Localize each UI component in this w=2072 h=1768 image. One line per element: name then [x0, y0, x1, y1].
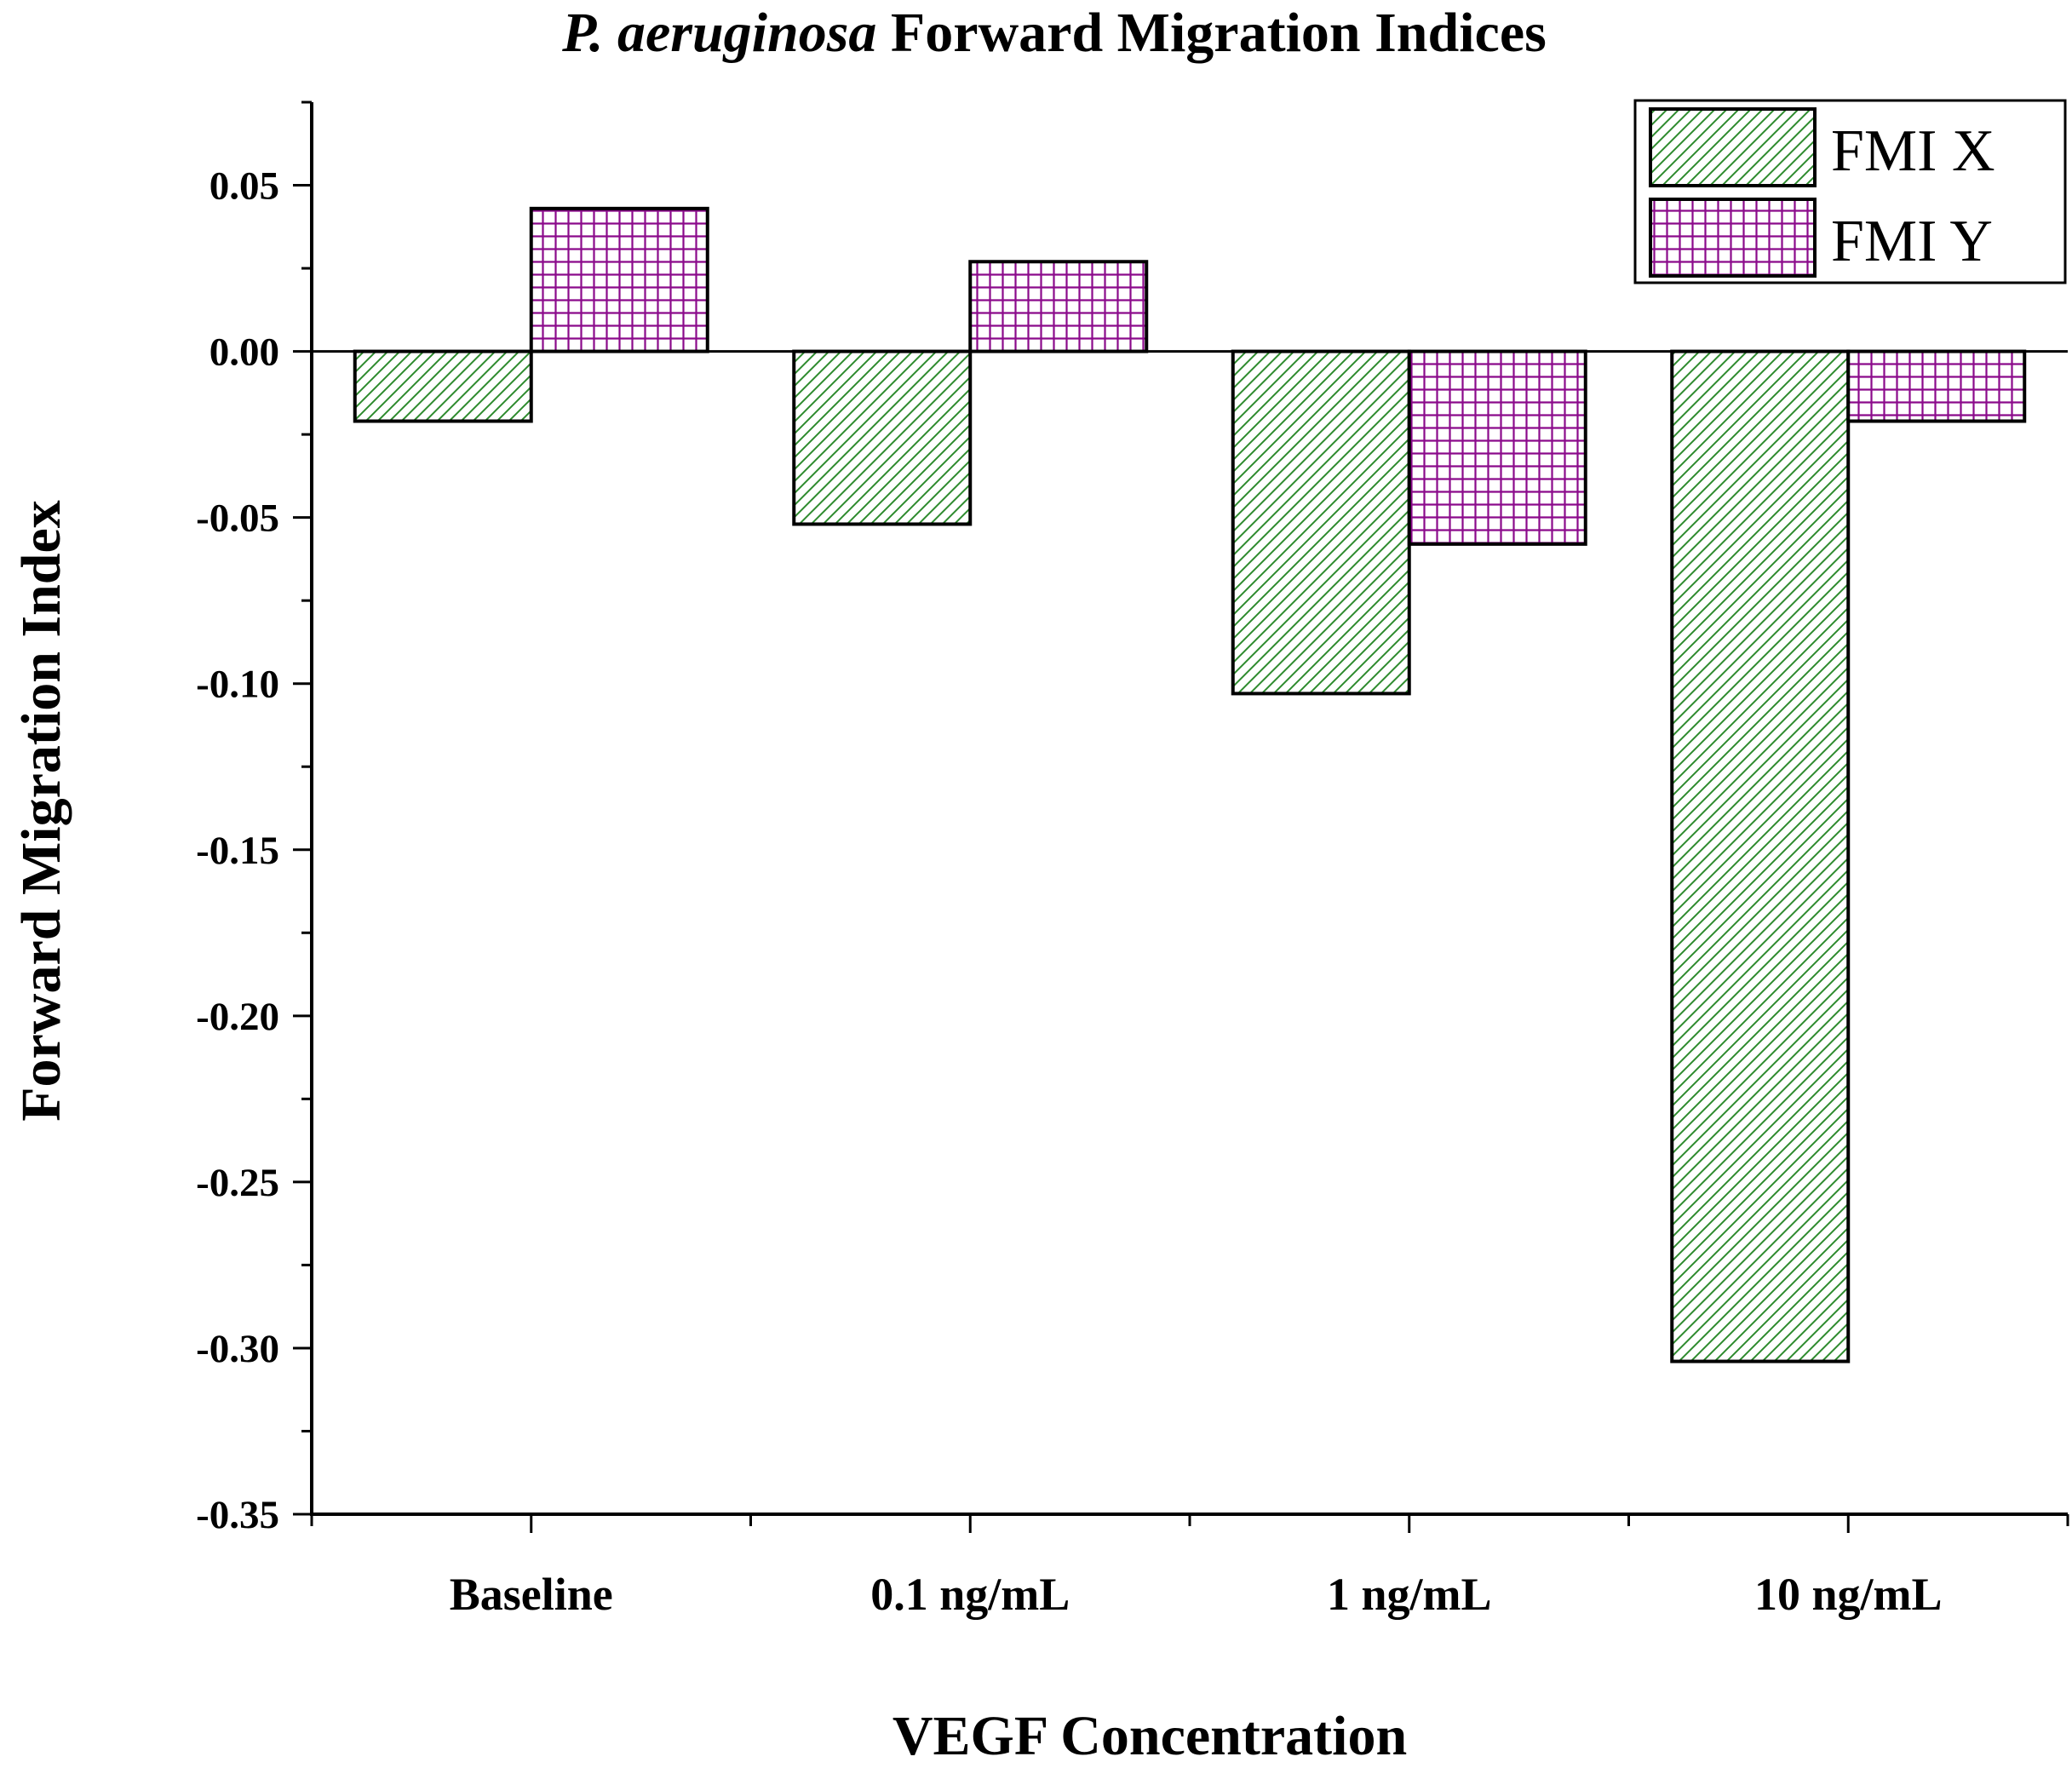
bar-fmi-y-1-ng-ml	[1407, 349, 1587, 546]
y-tick-label: -0.35	[196, 1493, 279, 1537]
legend-swatch-fmi-y	[1649, 198, 1817, 278]
legend-label-fmi-x: FMI X	[1831, 118, 1995, 184]
axes-group: Baseline 0.1 ng/mL 1 ng/mL 10 ng/mL 0.05 0.00…	[196, 100, 2069, 1620]
chart-title: P. aeruginosa Forward Migration Indices	[561, 2, 1547, 64]
chart-title-rest: Forward Migration Indices	[876, 2, 1546, 64]
x-tick-label-10-ng-ml: 10 ng/mL	[1754, 1569, 1943, 1620]
y-tick-label: -0.30	[196, 1327, 279, 1371]
x-tick-label-0-1-ng-ml: 0.1 ng/mL	[870, 1569, 1070, 1620]
y-axis-label: Forward Migration Index	[10, 500, 72, 1122]
y-tick-label: 0.00	[209, 330, 279, 375]
bar-fmi-x-0-1-ng-ml	[792, 349, 973, 526]
y-tick-label: 0.05	[209, 164, 279, 209]
legend-swatch-fmi-x	[1649, 107, 1817, 187]
y-tick-label: -0.10	[196, 663, 279, 707]
bar-fmi-y-10-ng-ml	[1846, 349, 2027, 423]
x-tick-label-baseline: Baseline	[450, 1569, 613, 1620]
legend-label-fmi-y: FMI Y	[1831, 209, 1993, 274]
bar-fmi-x-baseline	[353, 349, 533, 423]
x-tick-label-1-ng-ml: 1 ng/mL	[1327, 1569, 1492, 1620]
y-tick-label: -0.20	[196, 995, 279, 1039]
x-axis-label: VEGF Concentration	[893, 1705, 1407, 1767]
chart-title-italic: P. aeruginosa	[561, 2, 876, 64]
y-tick-label: -0.05	[196, 497, 279, 541]
bar-fmi-x-10-ng-ml	[1670, 349, 1851, 1363]
legend: FMI X FMI Y	[1633, 99, 2067, 284]
bars-group	[353, 206, 2027, 1363]
bar-fmi-x-1-ng-ml	[1231, 349, 1411, 696]
bar-fmi-y-baseline	[529, 206, 709, 353]
y-tick-label: -0.15	[196, 829, 279, 873]
bar-fmi-y-0-1-ng-ml	[968, 260, 1149, 353]
y-tick-label: -0.25	[196, 1161, 279, 1205]
